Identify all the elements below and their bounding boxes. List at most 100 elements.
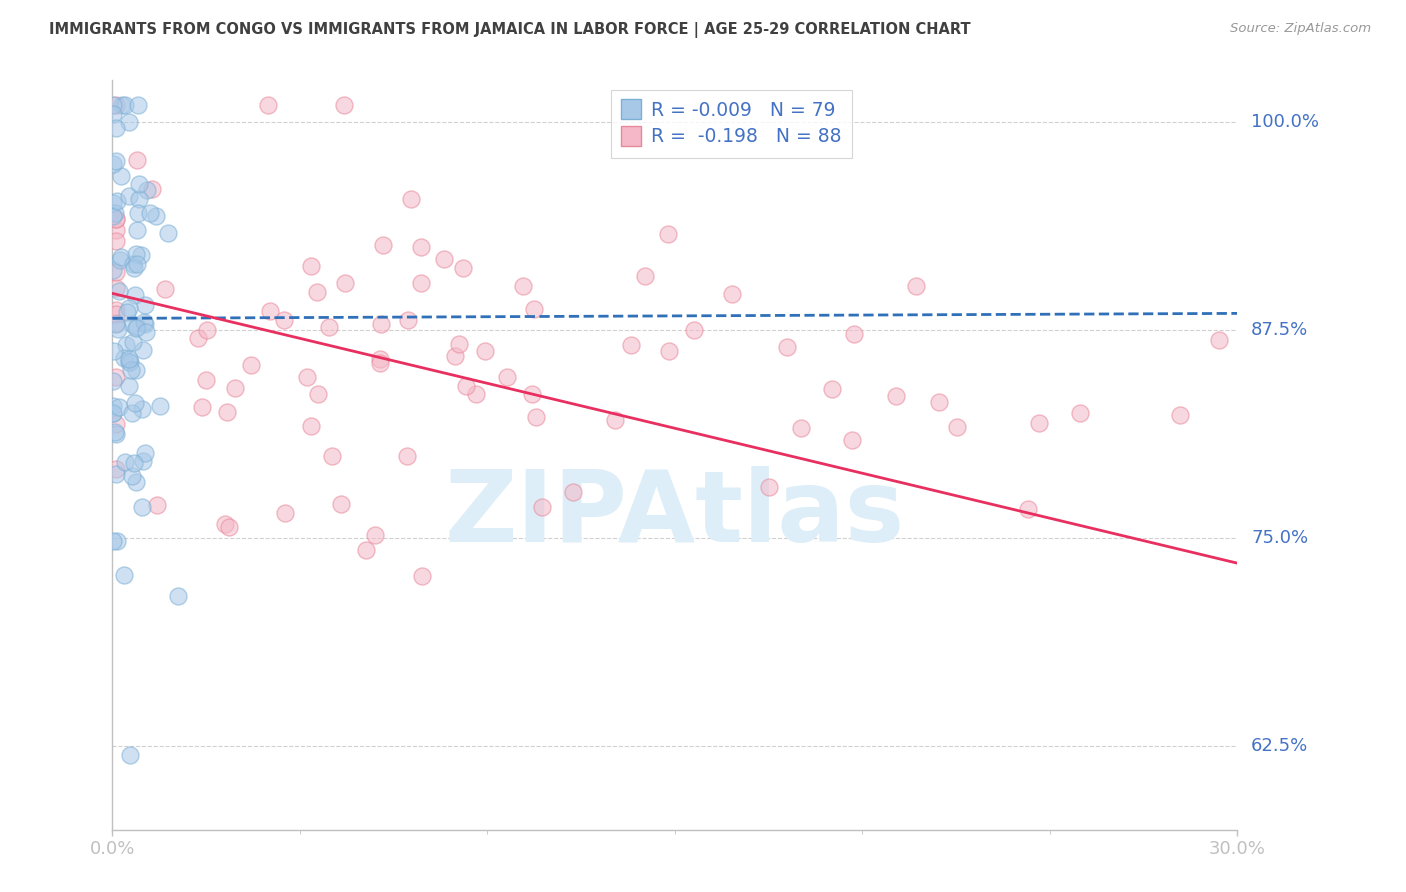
Point (118, 189, 141, 203)
Point (1168, 408, 1191, 422)
Text: IMMIGRANTS FROM CONGO VS IMMIGRANTS FROM JAMAICA IN LABOR FORCE | AGE 25-29 CORR: IMMIGRANTS FROM CONGO VS IMMIGRANTS FROM… (49, 22, 970, 38)
Point (108, 285, 131, 299)
Point (111, 98, 134, 112)
Point (273, 312, 295, 326)
Text: Source: ZipAtlas.com: Source: ZipAtlas.com (1230, 22, 1371, 36)
Point (333, 276, 356, 290)
Point (134, 315, 156, 329)
Point (456, 379, 478, 393)
Point (131, 401, 153, 416)
Point (105, 194, 128, 209)
Point (105, 461, 128, 475)
Point (195, 323, 218, 337)
Point (129, 248, 152, 262)
Point (103, 262, 125, 277)
Point (105, 265, 128, 279)
Point (104, 425, 127, 439)
Point (104, 120, 127, 135)
Point (166, 589, 188, 603)
Point (105, 98, 128, 112)
Point (146, 498, 169, 512)
Point (105, 235, 128, 249)
Point (124, 287, 146, 301)
Point (259, 303, 281, 318)
Point (307, 285, 329, 299)
Point (103, 406, 125, 420)
Point (103, 209, 125, 223)
Point (118, 301, 141, 316)
Point (105, 307, 128, 321)
Point (105, 212, 128, 227)
Point (118, 355, 141, 369)
Point (321, 450, 343, 464)
Point (114, 98, 136, 112)
Point (683, 323, 706, 337)
Point (125, 153, 148, 167)
Point (105, 467, 128, 482)
Point (657, 227, 679, 242)
Point (104, 427, 127, 442)
Text: 75.0%: 75.0% (1251, 529, 1309, 547)
Point (118, 379, 141, 393)
Point (1028, 417, 1050, 431)
Point (110, 169, 132, 183)
Point (105, 223, 128, 237)
Point (124, 475, 146, 489)
Point (371, 238, 394, 252)
Point (105, 369, 128, 384)
Point (401, 193, 423, 207)
Point (149, 399, 172, 413)
Point (658, 343, 681, 358)
Point (121, 468, 143, 483)
Point (451, 261, 474, 276)
Point (928, 394, 950, 409)
Point (131, 500, 153, 514)
Point (125, 320, 148, 334)
Point (562, 484, 585, 499)
Point (363, 527, 385, 541)
Point (368, 356, 391, 370)
Point (789, 421, 811, 435)
Point (218, 520, 240, 534)
Point (240, 358, 263, 372)
Point (299, 260, 322, 274)
Point (120, 363, 142, 377)
Point (104, 317, 127, 331)
Point (125, 223, 148, 237)
Point (758, 480, 780, 494)
Point (256, 98, 278, 112)
Point (105, 316, 128, 330)
Point (105, 280, 128, 294)
Point (134, 446, 156, 460)
Point (105, 417, 128, 431)
Point (411, 569, 433, 583)
Point (103, 98, 125, 112)
Point (396, 313, 419, 327)
Point (103, 533, 125, 548)
Point (121, 406, 143, 420)
Point (103, 374, 125, 388)
Point (821, 382, 844, 396)
Point (136, 183, 159, 197)
Point (124, 396, 146, 410)
Point (620, 338, 643, 352)
Point (128, 177, 150, 191)
Point (464, 387, 486, 401)
Point (720, 287, 742, 301)
Point (634, 268, 657, 283)
Point (215, 404, 238, 418)
Point (128, 192, 150, 206)
Point (841, 433, 863, 447)
Text: ZIPAtlas: ZIPAtlas (444, 467, 905, 564)
Point (141, 181, 163, 195)
Point (134, 317, 156, 331)
Point (776, 340, 799, 354)
Point (523, 302, 546, 317)
Point (297, 369, 319, 384)
Point (157, 227, 180, 241)
Text: 87.5%: 87.5% (1251, 321, 1309, 339)
Point (512, 278, 534, 293)
Point (530, 500, 553, 514)
Point (104, 205, 127, 219)
Point (103, 157, 125, 171)
